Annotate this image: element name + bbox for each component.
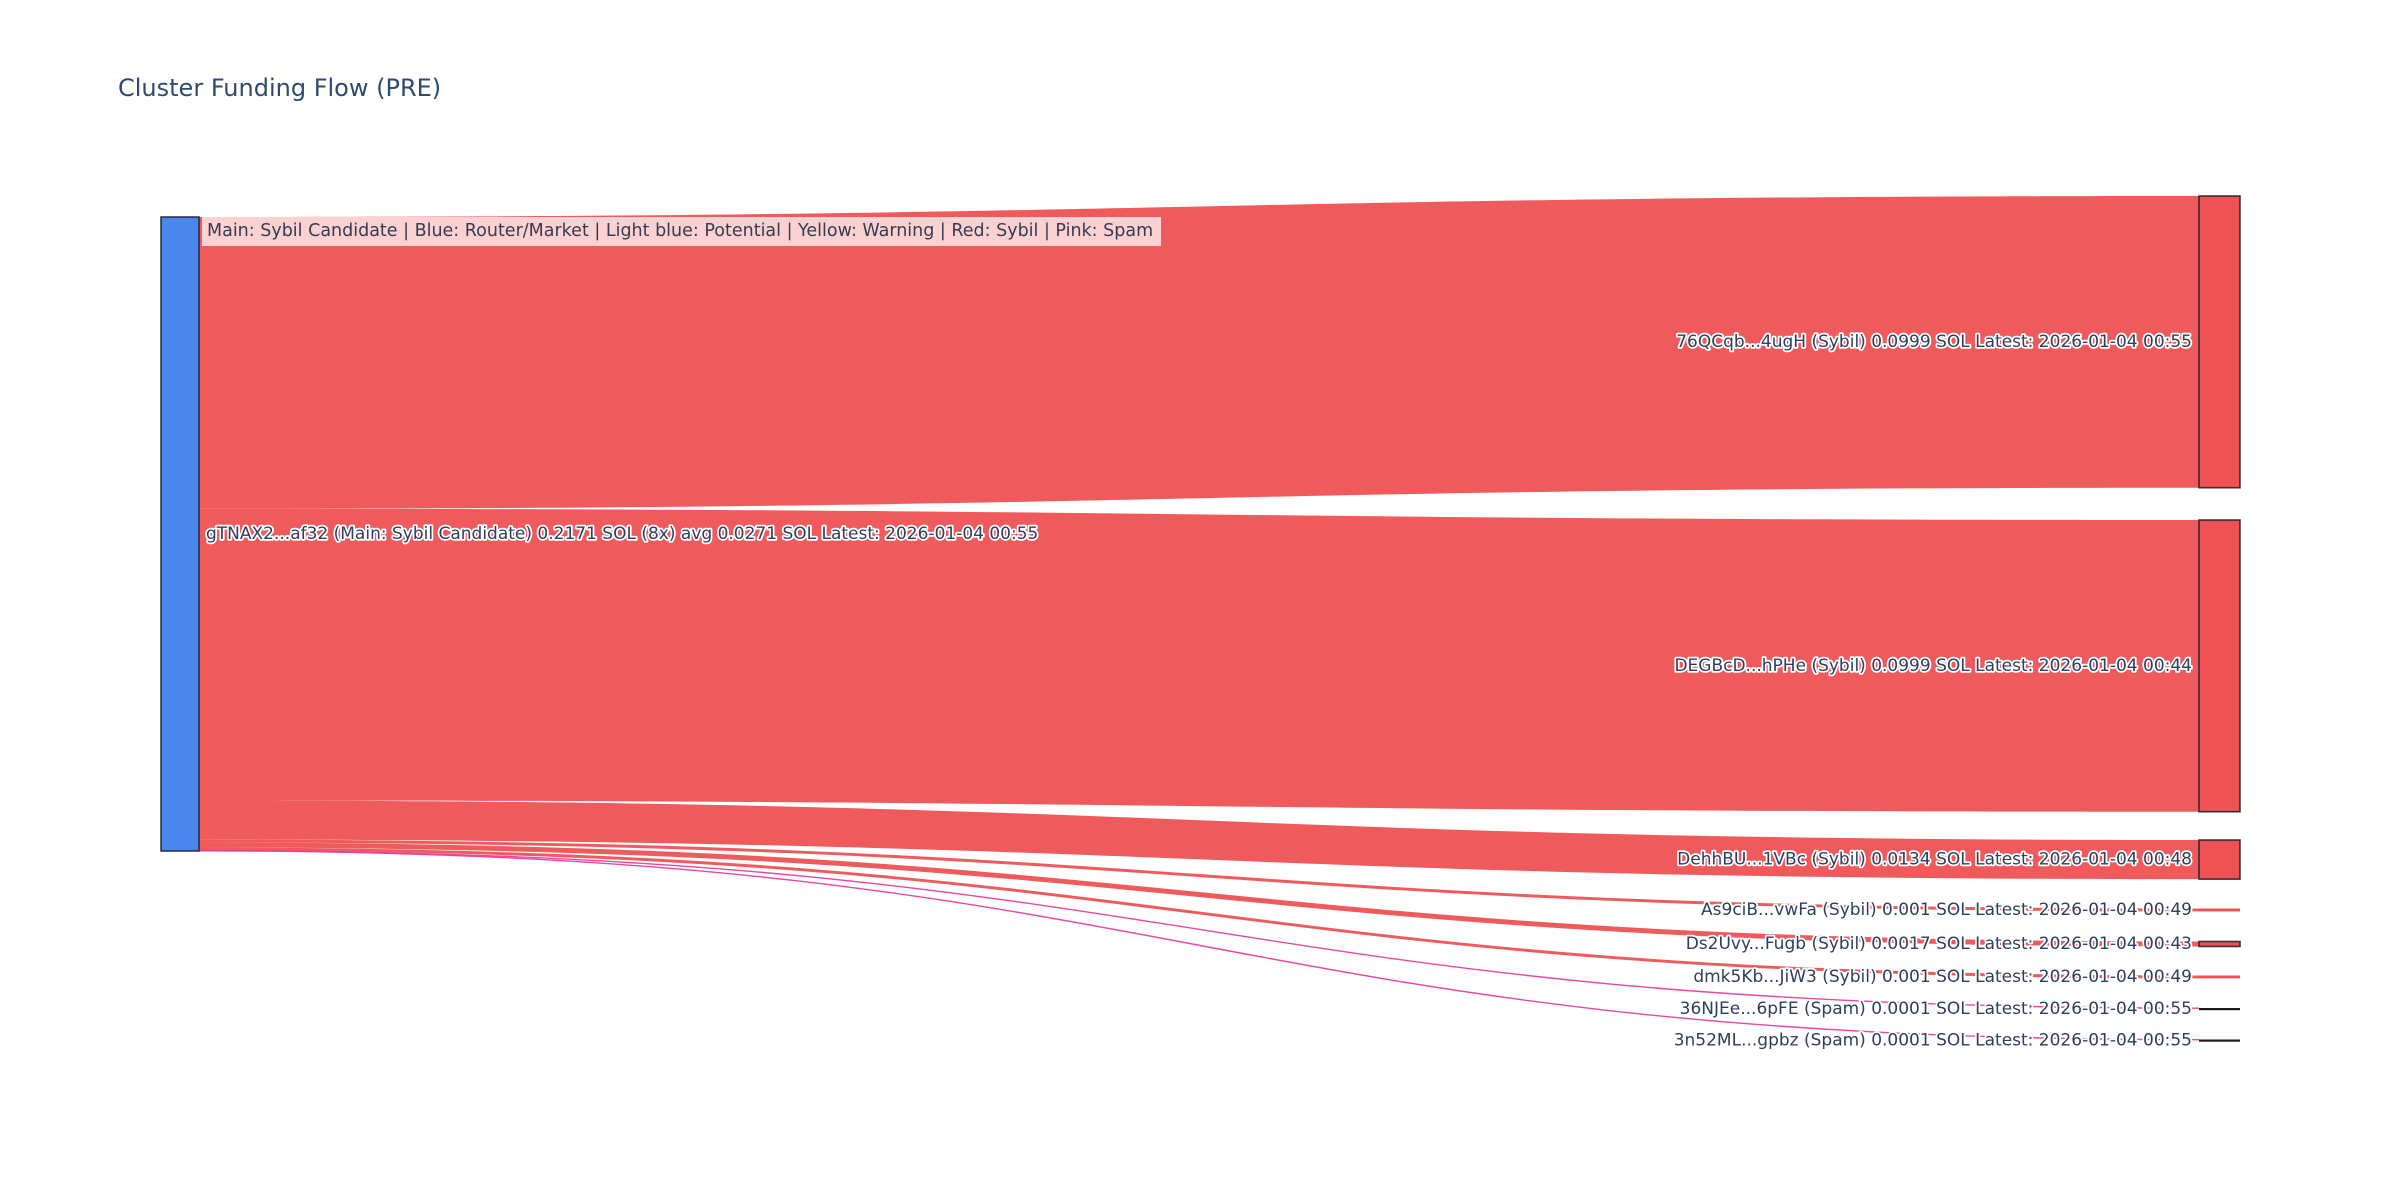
sankey-node-As9ciB...vwFa[interactable]: [2199, 908, 2240, 912]
node-label-3n52ML...gpbz: 3n52ML...gpbz (Spam) 0.0001 SOL Latest: …: [1674, 1031, 2192, 1051]
legend-note: Main: Sybil Candidate | Blue: Router/Mar…: [202, 217, 1162, 246]
node-label-dmk5Kb...JiW3: dmk5Kb...JiW3 (Sybil) 0.001 SOL Latest: …: [1693, 967, 2192, 987]
node-label-36NJEe...6pFE: 36NJEe...6pFE (Spam) 0.0001 SOL Latest: …: [1680, 999, 2192, 1019]
sankey-node-36NJEe...6pFE[interactable]: [2199, 1008, 2240, 1011]
node-label-Ds2Uvy...Fugb: Ds2Uvy...Fugb (Sybil) 0.0017 SOL Latest:…: [1686, 934, 2192, 954]
node-label-gTNAX2...af32: gTNAX2...af32 (Main: Sybil Candidate) 0.…: [206, 524, 1038, 544]
sankey-node-Ds2Uvy...Fugb[interactable]: [2198, 940, 2241, 948]
sankey-link-36NJEe...6pFE[interactable]: [198, 849, 2200, 1009]
node-label-DEGBcD...hPHe: DEGBcD...hPHe (Sybil) 0.0999 SOL Latest:…: [1674, 656, 2192, 676]
node-label-As9ciB...vwFa: As9ciB...vwFa (Sybil) 0.001 SOL Latest: …: [1701, 900, 2192, 920]
sankey-link-DehhBU...1VBc[interactable]: [199, 800, 2199, 880]
sankey-node-DEGBcD...hPHe[interactable]: [2198, 519, 2241, 813]
sankey-link-76QCqb...4ugH[interactable]: [199, 196, 2199, 509]
sankey-link-DEGBcD...hPHe[interactable]: [199, 508, 2199, 812]
sankey-node-76QCqb...4ugH[interactable]: [2198, 195, 2241, 489]
sankey-link-Ds2Uvy...Fugb[interactable]: [198, 842, 2200, 947]
sankey-node-dmk5Kb...JiW3[interactable]: [2199, 975, 2240, 979]
sankey-link-As9ciB...vwFa[interactable]: [198, 839, 2200, 912]
sankey-node-gTNAX2...af32[interactable]: [160, 216, 200, 852]
sankey-node-3n52ML...gpbz[interactable]: [2199, 1039, 2240, 1042]
chart-title: Cluster Funding Flow (PRE): [118, 74, 442, 102]
sankey-link-3n52ML...gpbz[interactable]: [198, 850, 2200, 1041]
sankey-link-dmk5Kb...JiW3[interactable]: [198, 847, 2200, 979]
node-label-DehhBU...1VBc: DehhBU...1VBc (Sybil) 0.0134 SOL Latest:…: [1677, 850, 2192, 870]
node-label-76QCqb...4ugH: 76QCqb...4ugH (Sybil) 0.0999 SOL Latest:…: [1676, 332, 2192, 352]
sankey-node-DehhBU...1VBc[interactable]: [2198, 839, 2241, 880]
